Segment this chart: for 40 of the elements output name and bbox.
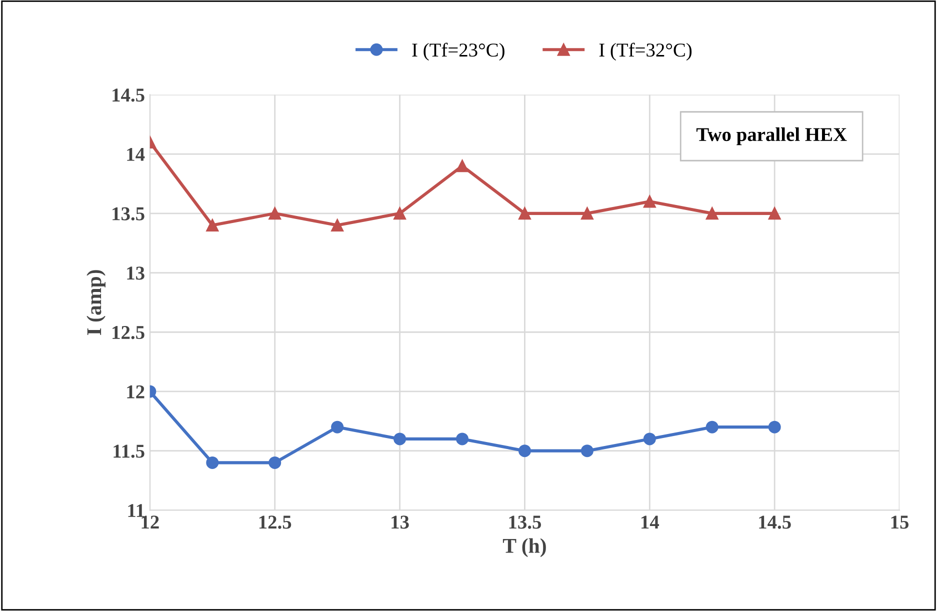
- point: [456, 160, 469, 172]
- y-tick-label: 14: [127, 148, 145, 161]
- point: [331, 219, 344, 232]
- legend-label: I (Tf=23°C): [412, 42, 504, 61]
- x-tick-label: 14: [641, 516, 660, 529]
- point: [268, 456, 282, 469]
- y-tick-label: 11.5: [114, 444, 144, 458]
- y-axis-title: I (amp): [86, 270, 106, 336]
- point: [580, 444, 594, 458]
- point: [580, 207, 594, 220]
- point: [518, 444, 531, 458]
- y-tick-label: 12.5: [112, 326, 144, 340]
- annotation: Two parallel HEX: [696, 127, 847, 146]
- x-axis-title: T (h): [502, 538, 546, 558]
- y-tick-label: 11: [128, 504, 144, 517]
- legend-label: I (Tf=32°C): [599, 42, 692, 61]
- y-tick-label: 12: [127, 385, 144, 398]
- x-tick-label: 13.5: [509, 516, 542, 529]
- point: [518, 207, 531, 220]
- x-tick-label: 14.5: [759, 516, 791, 529]
- point: [643, 432, 656, 446]
- point: [768, 207, 781, 220]
- point: [768, 420, 781, 434]
- point: [456, 432, 469, 446]
- point: [206, 456, 219, 469]
- point: [394, 432, 406, 446]
- y-tick-label: 13: [127, 266, 144, 280]
- point: [643, 195, 656, 208]
- x-tick-label: 15: [891, 516, 909, 529]
- y-tick-label: 13.5: [112, 207, 144, 220]
- point: [394, 207, 406, 220]
- point: [706, 207, 718, 220]
- point: [206, 219, 219, 232]
- x-tick-label: 12.5: [259, 516, 292, 529]
- point: [331, 420, 344, 434]
- point: [706, 420, 718, 434]
- y-tick-label: 14.5: [112, 88, 144, 102]
- x-tick-label: 13: [392, 516, 409, 529]
- point: [268, 207, 282, 220]
- x-tick-label: 12: [142, 516, 159, 529]
